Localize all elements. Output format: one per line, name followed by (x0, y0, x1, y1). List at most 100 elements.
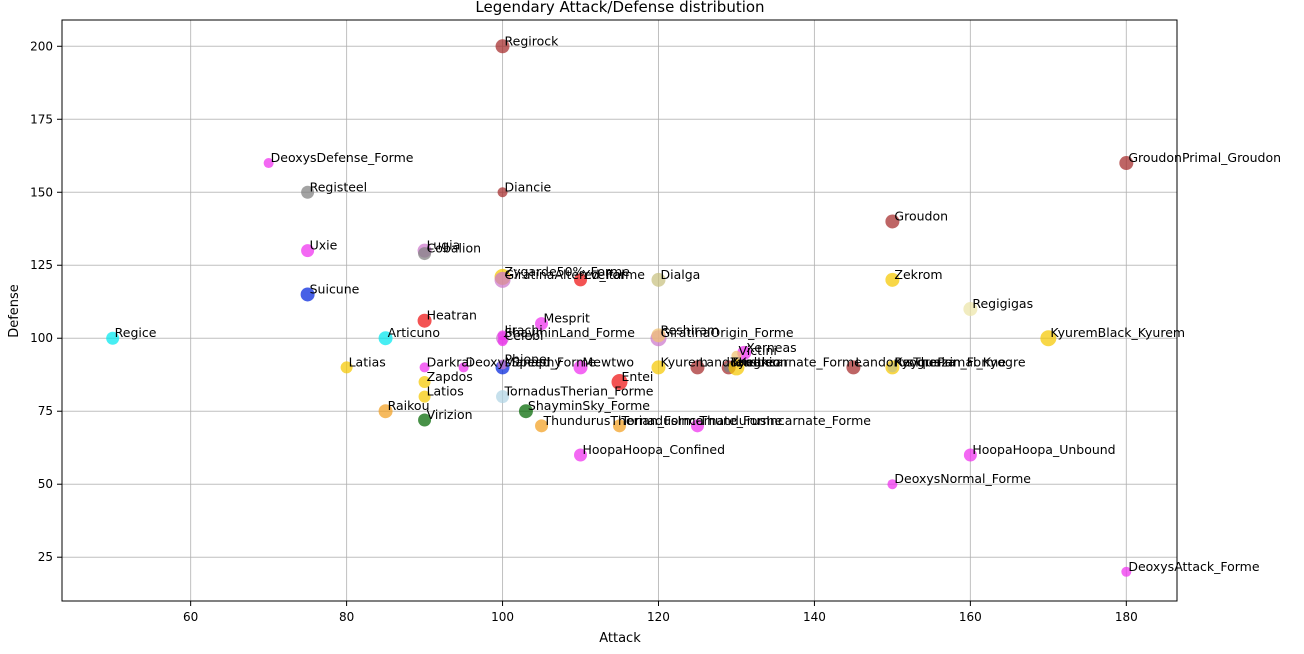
point-label: Jirachi (504, 322, 543, 337)
data-point (885, 272, 900, 287)
y-tick-label: 75 (38, 404, 53, 418)
data-point (458, 362, 469, 373)
point-label: Keldeo (738, 354, 780, 369)
point-label: Darkrai (427, 354, 473, 369)
data-point (651, 328, 666, 343)
point-label: Celebi (505, 328, 544, 343)
point-label: Mewtwo (583, 354, 634, 369)
data-point (574, 273, 588, 287)
data-point (613, 419, 626, 433)
point-label: Phione (505, 352, 548, 367)
point-label: KyogrePrimal_Kyogre (894, 354, 1025, 369)
data-point (651, 360, 666, 375)
point-label: ShayminSky_Forme (528, 398, 650, 413)
data-point (535, 317, 549, 331)
data-point (495, 39, 510, 54)
point-label: Entei (622, 369, 654, 384)
y-tick-label: 25 (38, 550, 53, 564)
data-point (573, 360, 588, 375)
point-label: Kyogre (731, 354, 774, 369)
y-axis-label: Defense (7, 284, 22, 338)
point-label: ShayminLand_Forme (505, 325, 636, 340)
data-point (1119, 156, 1134, 171)
x-tick-label: 180 (1115, 610, 1138, 624)
point-label: Suicune (310, 281, 360, 296)
y-tick-label: 175 (30, 112, 53, 126)
data-point (651, 272, 666, 287)
point-label: ThundurusTherian_Forme (543, 413, 704, 428)
data-point (497, 187, 508, 198)
point-label: Terrakion (730, 354, 788, 369)
data-point (887, 479, 898, 490)
x-tick-label: 140 (803, 610, 826, 624)
y-tick-label: 125 (30, 258, 53, 272)
point-label: Yveltal (582, 267, 625, 282)
data-point (887, 362, 898, 373)
point-label: Articuno (388, 325, 440, 340)
data-point (497, 359, 508, 370)
data-point (963, 448, 977, 462)
point-label: Dialga (660, 267, 700, 282)
data-point (263, 158, 274, 169)
point-label: Victini (738, 343, 776, 358)
data-point (417, 313, 432, 328)
point-label: Mesprit (544, 311, 591, 326)
point-label: HoopaHoopa_Unbound (972, 442, 1115, 457)
point-label: Raikou (388, 398, 430, 413)
y-tick-label: 200 (30, 39, 53, 53)
x-tick-label: 60 (183, 610, 198, 624)
point-label: Registeel (310, 179, 368, 194)
x-tick-label: 160 (959, 610, 982, 624)
data-point (535, 419, 549, 433)
point-label: DeoxysAttack_Forme (1128, 559, 1260, 574)
point-label: KyuremBlack_Kyurem (1050, 325, 1185, 340)
point-label: Rayquaza (894, 354, 955, 369)
point-label: Latias (349, 354, 386, 369)
point-label: Kyurem (660, 354, 707, 369)
point-label: Zekrom (894, 267, 942, 282)
point-label: Xerneas (746, 340, 796, 355)
point-label: Regirock (505, 33, 560, 48)
point-label: LandorusIncarnate_Forme (699, 354, 862, 369)
data-point (690, 419, 704, 433)
data-point (494, 271, 511, 288)
point-label: TornadusTherian_Forme (504, 384, 654, 399)
data-point (574, 448, 588, 462)
data-point (418, 376, 431, 389)
data-point (340, 361, 353, 374)
point-label: DeoxysNormal_Forme (894, 471, 1031, 486)
data-point (518, 404, 533, 419)
point-label: Regice (115, 325, 157, 340)
data-point (611, 374, 628, 391)
point-label: Latios (427, 384, 464, 399)
data-point (301, 185, 315, 199)
data-point (301, 244, 315, 258)
data-point (419, 362, 430, 373)
point-label: Reshiram (660, 322, 719, 337)
data-point (106, 331, 120, 345)
data-point (1121, 566, 1132, 577)
point-label: Heatran (427, 308, 477, 323)
data-point (1040, 330, 1057, 347)
point-label: DeoxysDefense_Forme (271, 150, 414, 165)
data-point (846, 360, 861, 375)
y-tick-label: 150 (30, 185, 53, 199)
data-point (690, 360, 705, 375)
data-point (963, 302, 978, 317)
point-label: Zapdos (427, 369, 473, 384)
point-label: Uxie (310, 238, 338, 253)
data-point (418, 247, 432, 261)
data-point (418, 390, 431, 403)
point-label: Zygarde50%_Forme (505, 264, 631, 279)
data-point (885, 214, 900, 229)
data-point (497, 336, 508, 347)
data-point (418, 413, 432, 427)
data-point (378, 404, 393, 419)
x-tick-label: 120 (647, 610, 670, 624)
point-label: Cobalion (427, 241, 482, 256)
point-label: Manaphy (505, 354, 563, 369)
chart-title: Legendary Attack/Defense distribution (475, 0, 764, 16)
x-axis-label: Attack (599, 631, 641, 646)
point-label: Regigigas (972, 296, 1033, 311)
